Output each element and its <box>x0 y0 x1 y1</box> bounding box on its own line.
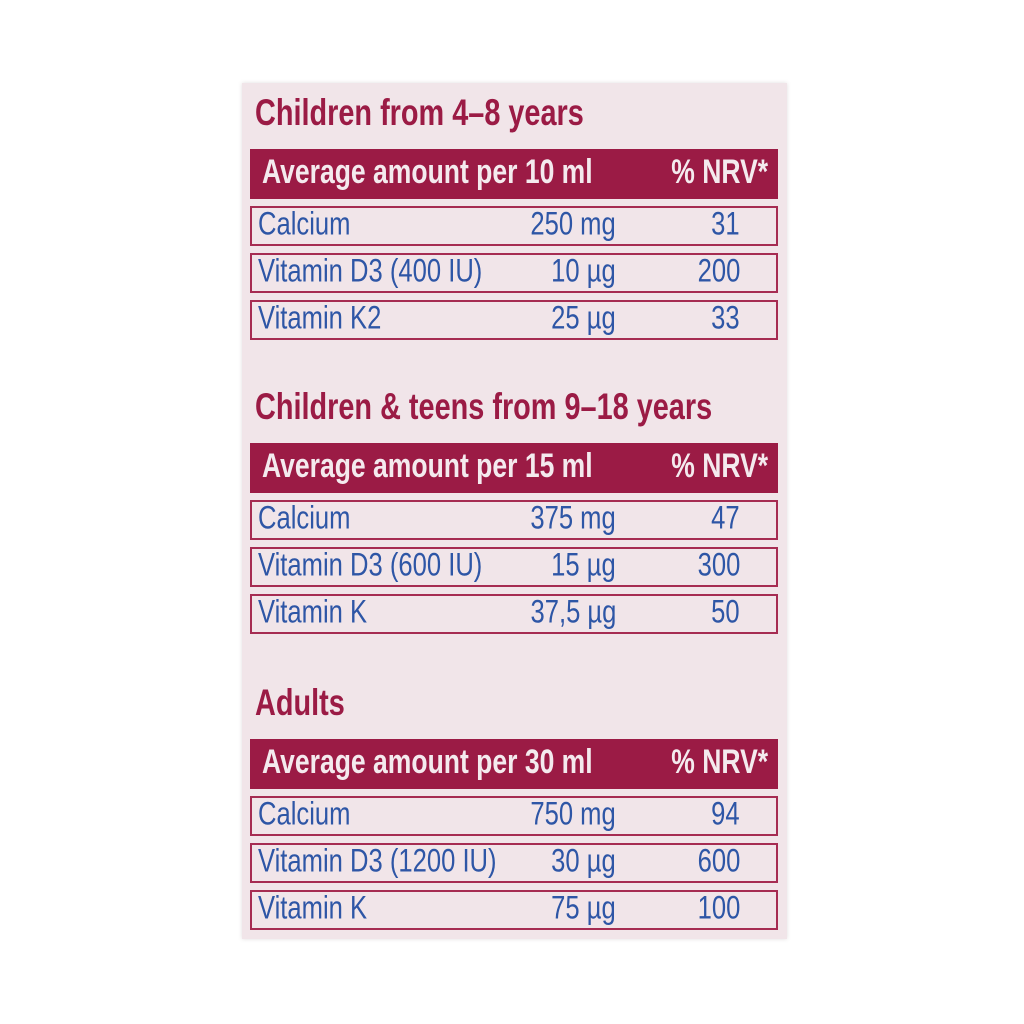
amount-column-header: Average amount per 10 ml <box>262 152 593 191</box>
nutrient-amount: 375 mg <box>530 499 616 536</box>
age-group-section-children-teens-9-18: Children & teens from 9–18 years Average… <box>250 385 778 634</box>
nutrient-amount: 15 µg <box>551 546 616 583</box>
nrv-column-header: % NRV* <box>671 742 768 781</box>
nutrient-name: Vitamin D3 (400 IU) <box>258 252 483 289</box>
nutrient-name: Vitamin D3 (600 IU) <box>258 546 483 583</box>
table-header-row: Average amount per 30 ml % NRV* <box>250 739 778 789</box>
age-group-heading-text: Adults <box>255 682 345 723</box>
nutrient-name: Calcium <box>258 795 351 832</box>
nutrient-table: Average amount per 10 ml % NRV* Calcium … <box>250 149 778 340</box>
nutrient-nrv: 31 <box>711 205 740 242</box>
age-group-section-adults: Adults Average amount per 30 ml % NRV* C… <box>250 681 778 930</box>
nutrient-amount: 250 mg <box>530 205 616 242</box>
nutrient-name: Vitamin K <box>258 889 368 926</box>
nutrient-row: Vitamin D3 (1200 IU) 30 µg 600 <box>250 843 778 883</box>
amount-column-header: Average amount per 30 ml <box>262 742 593 781</box>
nutrient-name: Calcium <box>258 499 351 536</box>
table-header-row: Average amount per 10 ml % NRV* <box>250 149 778 199</box>
nutrient-table: Average amount per 30 ml % NRV* Calcium … <box>250 739 778 930</box>
nrv-column-header: % NRV* <box>671 152 768 191</box>
nutrient-name: Vitamin D3 (1200 IU) <box>258 842 497 879</box>
nutrient-name: Vitamin K <box>258 593 368 630</box>
age-group-heading-text: Children from 4–8 years <box>255 92 584 133</box>
nutrient-row: Vitamin K 75 µg 100 <box>250 890 778 930</box>
age-group-heading: Children from 4–8 years <box>255 91 778 135</box>
age-group-heading: Children & teens from 9–18 years <box>255 385 778 429</box>
nutrient-nrv: 200 <box>697 252 740 289</box>
nutrient-row: Calcium 750 mg 94 <box>250 796 778 836</box>
nutrient-row: Calcium 375 mg 47 <box>250 500 778 540</box>
nutrient-amount: 25 µg <box>551 299 616 336</box>
nutrient-table: Average amount per 15 ml % NRV* Calcium … <box>250 443 778 634</box>
nutrient-name: Calcium <box>258 205 351 242</box>
nutrient-name: Vitamin K2 <box>258 299 382 336</box>
nutrient-nrv: 94 <box>711 795 740 832</box>
nutrient-row: Vitamin K 37,5 µg 50 <box>250 594 778 634</box>
nutrient-row: Calcium 250 mg 31 <box>250 206 778 246</box>
nutrient-nrv: 100 <box>697 889 740 926</box>
nutrient-row: Vitamin D3 (400 IU) 10 µg 200 <box>250 253 778 293</box>
nutrient-nrv: 600 <box>697 842 740 879</box>
nutrient-amount: 75 µg <box>551 889 616 926</box>
nutrient-amount: 10 µg <box>551 252 616 289</box>
nutrient-row: Vitamin D3 (600 IU) 15 µg 300 <box>250 547 778 587</box>
nutrient-nrv: 47 <box>711 499 740 536</box>
nutrient-nrv: 50 <box>711 593 740 630</box>
nutrition-label: Children from 4–8 years Average amount p… <box>242 83 787 939</box>
nutrient-row: Vitamin K2 25 µg 33 <box>250 300 778 340</box>
nutrient-amount: 30 µg <box>551 842 616 879</box>
nutrient-amount: 37,5 µg <box>530 593 616 630</box>
nrv-column-header: % NRV* <box>671 446 768 485</box>
amount-column-header: Average amount per 15 ml <box>262 446 593 485</box>
nutrient-amount: 750 mg <box>530 795 616 832</box>
nutrient-nrv: 33 <box>711 299 740 336</box>
nutrient-nrv: 300 <box>697 546 740 583</box>
age-group-section-children-4-8: Children from 4–8 years Average amount p… <box>250 91 778 340</box>
age-group-heading-text: Children & teens from 9–18 years <box>255 386 713 427</box>
age-group-heading: Adults <box>255 681 778 725</box>
table-header-row: Average amount per 15 ml % NRV* <box>250 443 778 493</box>
